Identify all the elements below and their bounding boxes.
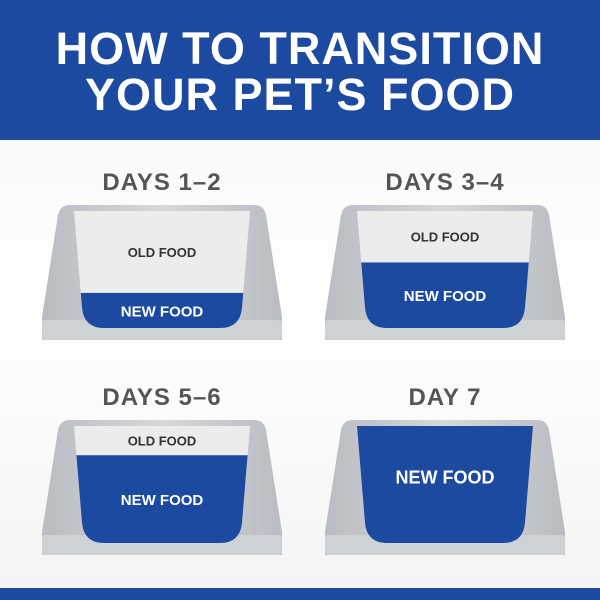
- bowl: OLD FOOD NEW FOOD: [42, 205, 282, 340]
- new-food-area: [357, 426, 533, 543]
- new-food-label: NEW FOOD: [404, 288, 487, 305]
- old-food-label: OLD FOOD: [128, 245, 197, 260]
- bowl: OLD FOOD NEW FOOD: [42, 420, 282, 555]
- new-food-label: NEW FOOD: [396, 468, 495, 488]
- bowl: OLD FOOD NEW FOOD: [325, 205, 565, 340]
- footer-bar: [0, 588, 600, 600]
- header-banner: HOW TO TRANSITION YOUR PET’S FOOD: [0, 0, 600, 140]
- new-food-label: NEW FOOD: [121, 492, 204, 509]
- title-line-2: YOUR PET’S FOOD: [84, 69, 516, 120]
- new-food-label: NEW FOOD: [121, 303, 204, 320]
- bowl: NEW FOOD: [325, 420, 565, 555]
- stage-day-label: DAY 7: [408, 384, 482, 411]
- page-title: HOW TO TRANSITION YOUR PET’S FOOD: [0, 0, 600, 118]
- new-food-area: [74, 292, 250, 328]
- stage-day-label: DAYS 1–2: [102, 169, 222, 196]
- stage-day-label: DAYS 3–4: [385, 169, 505, 196]
- old-food-label: OLD FOOD: [411, 230, 480, 245]
- new-food-area: [74, 455, 250, 543]
- old-food-label: OLD FOOD: [128, 434, 197, 449]
- new-food-area: [357, 262, 533, 328]
- stage-day-label: DAYS 5–6: [102, 384, 222, 411]
- title-line-1: HOW TO TRANSITION: [55, 23, 545, 74]
